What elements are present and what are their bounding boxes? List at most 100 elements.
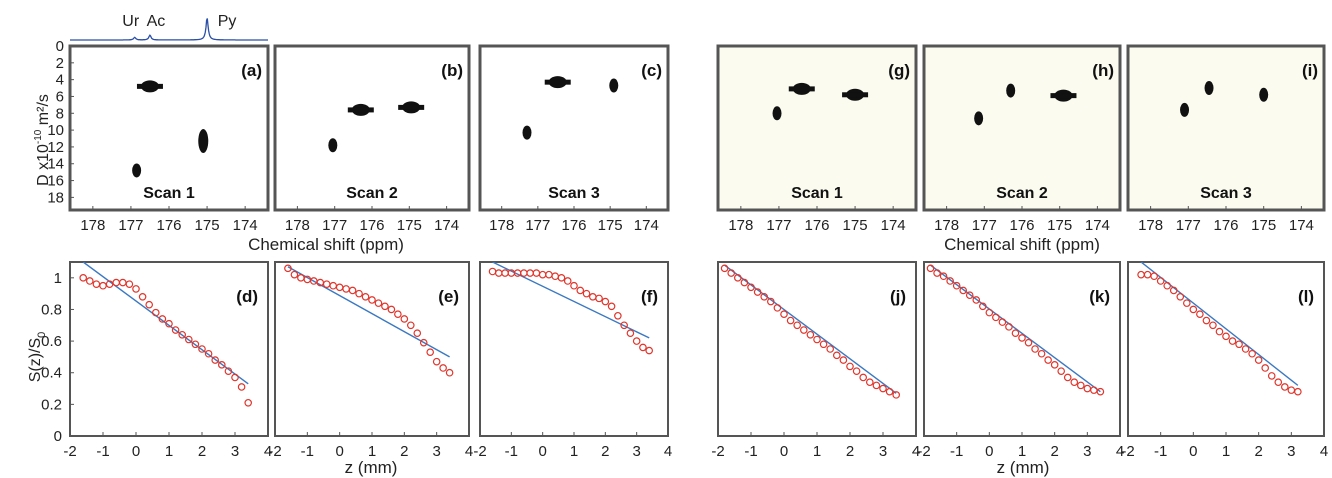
data-point [595,294,603,303]
data-point [780,310,788,319]
data-point [1077,381,1085,390]
data-point [368,296,376,304]
diffusion-peak [1259,87,1269,102]
scan-label: Scan 1 [791,185,843,202]
data-point [632,337,641,345]
data-point [557,274,566,282]
x-tick-label: 0 [538,443,546,460]
shared-axis-labels: D x10-10 m²/s Chemical shift (ppm) Chemi… [27,94,1100,477]
data-point [86,277,94,285]
data-point [1024,338,1033,347]
data-point [419,338,428,347]
data-point [171,326,180,334]
data-point [218,361,226,369]
diffusion-peak [974,111,984,126]
data-point [1202,316,1211,325]
data-point [946,277,954,285]
x-tick-label: 176 [1213,217,1238,234]
panel-frame [716,44,918,212]
data-point [1163,281,1172,290]
data-point [1235,340,1243,349]
dosy-panel-g: 178 177 176 175 174 (g) Scan 1 [716,44,918,234]
x-tick-label: 176 [561,217,586,234]
x-tick-label: -2 [1121,443,1134,460]
data-point [406,321,415,330]
x-tick-label: 0 [1189,443,1197,460]
data-point [773,304,782,312]
data-point [1057,367,1066,375]
plot-area [284,264,454,377]
dosy-panel-i: 178 177 176 175 174 (i) Scan 3 [1126,44,1326,234]
panel-label: (h) [1092,61,1114,80]
data-point [952,281,961,290]
data-point [747,283,755,292]
data-point [733,274,742,282]
decay-x-axis-label-right: z (mm) [997,458,1050,477]
fit-line [492,262,650,339]
x-tick-label: 4 [1320,443,1328,460]
dosy-x-axis-label-right: Chemical shift (ppm) [944,235,1100,254]
x-tick-label: 177 [972,217,997,234]
data-point [178,330,187,339]
x-tick-label: 4 [664,443,672,460]
fit-line [724,264,897,394]
x-tick-label: 178 [489,217,514,234]
fit-line [930,264,1101,393]
panel-label: (d) [236,287,258,306]
y-tick-label: 16 [47,173,64,190]
data-point [1156,277,1165,285]
data-point [1189,305,1198,314]
decay-x-axis-label-left: z (mm) [345,458,398,477]
x-tick-label: 177 [525,217,550,234]
data-point [879,384,887,393]
scan-label: Scan 2 [346,185,398,202]
data-point [185,335,193,344]
y-tick-label: 0.6 [41,333,62,350]
data-point [1183,299,1191,307]
x-tick-label: 3 [432,443,440,460]
panel-frame [1126,44,1326,212]
data-point [1222,332,1230,341]
x-tick-label: 175 [1251,217,1276,234]
data-point [138,292,147,301]
data-point [601,297,610,306]
decay-panel-l: -2 -1 0 1 2 3 4 (l) [1121,261,1328,460]
data-point [926,264,935,273]
data-point [832,351,841,360]
x-tick-label: 2 [400,443,408,460]
y-tick-label: 0 [54,428,62,445]
data-point [1044,356,1052,364]
data-point [284,264,292,273]
data-point [760,292,769,301]
data-point [1267,372,1276,380]
data-point [237,383,246,391]
data-point [933,269,941,277]
panel-label: (g) [888,61,910,80]
diffusion-peak [609,78,619,93]
data-point [1209,321,1217,330]
x-tick-label: 2 [846,443,854,460]
y-tick-label: 14 [47,156,64,173]
y-tick-label: 18 [47,189,64,206]
x-tick-label: 2 [198,443,206,460]
data-point [1228,337,1237,345]
data-point [1031,345,1039,353]
dosy-panel-h: 178 177 176 175 174 (h) Scan 2 [922,44,1122,234]
diffusion-peak-tail [398,104,425,110]
x-tick-label: 174 [881,217,906,234]
x-tick-label: 178 [1138,217,1163,234]
data-point [1018,334,1026,342]
x-tick-label: 174 [634,217,659,234]
spectrum-peak-label: Py [218,13,237,30]
data-point [381,302,389,311]
diffusion-peak [198,129,209,154]
data-point [1011,329,1020,337]
x-tick-label: -1 [301,443,314,460]
x-tick-label: -2 [711,443,724,460]
panel-frame [479,261,669,437]
y-tick-label: 10 [47,122,64,139]
x-tick-label: -1 [96,443,109,460]
data-point [727,269,736,277]
diffusion-peak [772,106,782,121]
